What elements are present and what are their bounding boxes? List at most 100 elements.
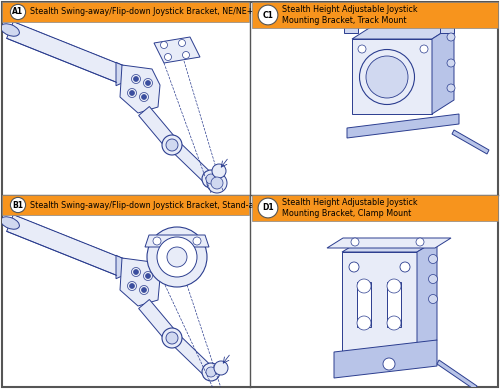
Circle shape [130,284,134,289]
Circle shape [214,361,228,375]
Polygon shape [116,255,126,279]
Text: C1: C1 [262,11,274,19]
Circle shape [128,282,136,291]
Polygon shape [120,65,160,113]
Circle shape [428,275,438,284]
Circle shape [166,332,178,344]
Text: A1: A1 [12,7,24,16]
Circle shape [157,237,197,277]
Text: Stealth Swing-away/Flip-down Joystick Bracket, Stand-alone: Stealth Swing-away/Flip-down Joystick Br… [30,200,270,210]
Circle shape [134,77,138,82]
Text: Stealth Height Adjustable Joystick
Mounting Bracket, Clamp Mount: Stealth Height Adjustable Joystick Mount… [282,198,418,218]
Circle shape [167,247,187,267]
Circle shape [258,198,278,218]
Circle shape [368,10,376,18]
Circle shape [162,135,182,155]
Bar [387,282,401,327]
Circle shape [420,45,428,53]
Bar [214,224,220,229]
Polygon shape [342,240,437,252]
Ellipse shape [0,217,20,229]
Circle shape [146,81,150,86]
Circle shape [428,294,438,303]
Circle shape [166,139,178,151]
Circle shape [132,75,140,84]
Circle shape [130,91,134,96]
Circle shape [206,174,216,184]
Circle shape [214,204,220,210]
Polygon shape [347,114,459,138]
Polygon shape [6,215,124,275]
Polygon shape [352,39,432,114]
Polygon shape [352,25,454,39]
Circle shape [358,45,366,53]
Polygon shape [437,360,477,389]
Circle shape [211,177,223,189]
Circle shape [153,237,161,245]
Circle shape [206,367,216,377]
Polygon shape [116,62,126,86]
Circle shape [178,40,186,47]
Circle shape [160,42,168,49]
Circle shape [10,197,26,213]
Polygon shape [344,7,358,33]
Circle shape [140,93,148,102]
Circle shape [357,279,371,293]
Circle shape [207,202,213,208]
Circle shape [400,262,410,272]
Circle shape [144,79,152,88]
Polygon shape [344,7,464,21]
Circle shape [164,54,172,61]
Circle shape [147,227,207,287]
Polygon shape [334,340,437,378]
Polygon shape [342,252,417,352]
Text: B1: B1 [12,200,24,210]
Circle shape [207,173,227,193]
Polygon shape [174,338,211,374]
Circle shape [387,316,401,330]
Polygon shape [432,25,454,114]
Circle shape [182,51,190,58]
Circle shape [387,279,401,293]
Bar [207,222,213,227]
Circle shape [202,170,220,188]
Circle shape [169,249,185,265]
Circle shape [444,10,452,18]
Ellipse shape [0,24,20,36]
Circle shape [202,363,220,381]
Polygon shape [327,238,451,248]
Circle shape [10,4,26,19]
Bar [357,282,371,327]
Circle shape [349,262,359,272]
Polygon shape [174,145,211,181]
Polygon shape [145,235,209,247]
Text: D1: D1 [262,203,274,212]
Circle shape [428,254,438,263]
Circle shape [142,287,146,293]
Ellipse shape [366,56,408,98]
Polygon shape [154,37,200,63]
Circle shape [140,286,148,294]
Polygon shape [440,7,454,33]
Circle shape [146,273,150,279]
Bar [252,195,498,221]
Polygon shape [6,22,124,82]
Circle shape [144,272,152,280]
Circle shape [258,5,278,25]
Circle shape [447,33,455,41]
Circle shape [132,268,140,277]
Ellipse shape [360,49,414,105]
Circle shape [351,238,359,246]
Circle shape [383,358,395,370]
Polygon shape [138,300,175,340]
Circle shape [357,316,371,330]
Polygon shape [417,240,437,352]
Circle shape [162,328,182,348]
Circle shape [447,84,455,92]
Circle shape [193,237,201,245]
Polygon shape [120,258,160,306]
Bar [252,2,498,28]
Text: Stealth Height Adjustable Joystick
Mounting Bracket, Track Mount: Stealth Height Adjustable Joystick Mount… [282,5,418,25]
Circle shape [416,238,424,246]
Bar [2,195,249,215]
